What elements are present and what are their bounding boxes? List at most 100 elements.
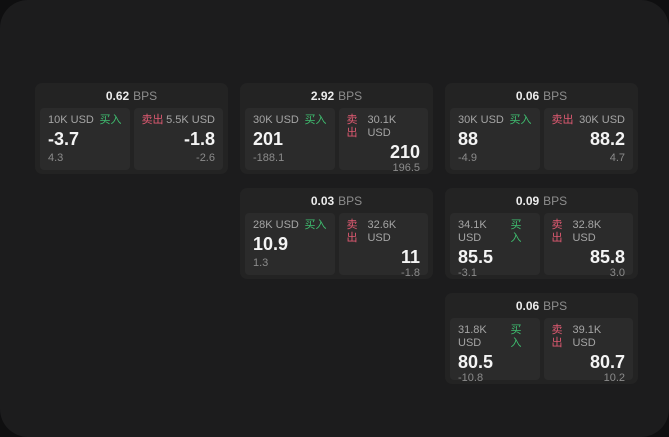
buy-quote-tile[interactable]: 30K USD 买入 201 -188.1: [245, 108, 335, 170]
sell-size-label: 30K USD: [579, 114, 625, 126]
bps-header: 0.09 BPS: [445, 188, 638, 213]
bps-unit-label: BPS: [543, 298, 568, 313]
sell-tile-top: 卖出 5.5K USD: [142, 114, 216, 127]
sell-delta: 10.2: [603, 372, 625, 384]
quote-card-4: 0.03 BPS 28K USD 买入 10.9 1.3 卖出 32.6K US…: [240, 188, 433, 279]
buy-tile-top: 28K USD 买入: [253, 219, 327, 232]
buy-side-label: 买入: [99, 114, 122, 126]
sell-quote-tile[interactable]: 卖出 32.6K USD 11 -1.8: [338, 213, 428, 279]
sell-tile-top: 卖出 32.6K USD: [347, 219, 421, 245]
buy-size-label: 28K USD: [253, 219, 299, 231]
buy-tile-top: 31.8K USD 买入: [458, 324, 532, 350]
quote-card-2: 2.92 BPS 30K USD 买入 201 -188.1 卖出 30.1K …: [240, 83, 433, 174]
bps-unit-label: BPS: [543, 193, 568, 208]
buy-side-label: 买入: [510, 219, 522, 244]
sell-quote-tile[interactable]: 卖出 39.1K USD 80.7 10.2: [543, 318, 633, 384]
buy-size-label: 30K USD: [458, 114, 504, 126]
buy-delta: 4.3: [48, 152, 64, 164]
bps-value: 0.62: [105, 88, 130, 103]
sell-price: 88.2: [589, 129, 625, 149]
buy-delta: -188.1: [253, 152, 285, 164]
bps-unit-label: BPS: [338, 88, 363, 103]
sell-tile-top: 卖出 30K USD: [552, 114, 626, 127]
buy-quote-tile[interactable]: 34.1K USD 买入 85.5 -3.1: [450, 213, 540, 279]
quote-tiles: 31.8K USD 买入 80.5 -10.8 卖出 39.1K USD 80.…: [445, 318, 638, 384]
sell-price: 11: [400, 247, 420, 267]
buy-price: 201: [253, 129, 284, 149]
sell-size-label: 32.8K USD: [572, 219, 602, 244]
sell-side-label: 卖出: [141, 114, 164, 126]
buy-side-label: 买入: [509, 114, 532, 126]
buy-tile-top: 34.1K USD 买入: [458, 219, 532, 245]
bps-value: 0.06: [515, 298, 540, 313]
quote-card-5: 0.09 BPS 34.1K USD 买入 85.5 -3.1 卖出 32.8K…: [445, 188, 638, 279]
sell-side-label: 卖出: [551, 114, 574, 126]
bps-header: 0.06 BPS: [445, 83, 638, 108]
buy-tile-top: 30K USD 买入: [253, 114, 327, 127]
sell-size-label: 39.1K USD: [572, 324, 602, 349]
buy-delta: -4.9: [458, 152, 477, 164]
buy-tile-top: 10K USD 买入: [48, 114, 122, 127]
buy-delta: 1.3: [253, 257, 269, 269]
quote-card-3: 0.06 BPS 30K USD 买入 88 -4.9 卖出 30K USD 8…: [445, 83, 638, 174]
buy-tile-top: 30K USD 买入: [458, 114, 532, 127]
sell-side-label: 卖出: [551, 324, 563, 349]
buy-side-label: 买入: [304, 114, 327, 126]
sell-delta: 196.5: [392, 162, 420, 174]
sell-size-label: 5.5K USD: [166, 114, 215, 126]
bps-header: 0.62 BPS: [35, 83, 228, 108]
buy-price: 85.5: [458, 247, 494, 267]
bps-value: 2.92: [310, 88, 335, 103]
buy-quote-tile[interactable]: 31.8K USD 买入 80.5 -10.8: [450, 318, 540, 384]
buy-size-label: 31.8K USD: [458, 324, 487, 349]
quote-tiles: 28K USD 买入 10.9 1.3 卖出 32.6K USD 11 -1.8: [240, 213, 433, 279]
bps-header: 0.03 BPS: [240, 188, 433, 213]
buy-size-label: 10K USD: [48, 114, 94, 126]
buy-quote-tile[interactable]: 30K USD 买入 88 -4.9: [450, 108, 540, 170]
buy-delta: -10.8: [458, 372, 484, 384]
sell-price: 80.7: [589, 352, 625, 372]
bps-value: 0.03: [310, 193, 335, 208]
sell-quote-tile[interactable]: 卖出 5.5K USD -1.8 -2.6: [133, 108, 223, 170]
bps-unit-label: BPS: [133, 88, 158, 103]
sell-quote-tile[interactable]: 卖出 30.1K USD 210 196.5: [338, 108, 428, 174]
sell-price: -1.8: [183, 129, 215, 149]
sell-side-label: 卖出: [346, 219, 358, 244]
sell-side-label: 卖出: [551, 219, 563, 244]
buy-price: -3.7: [48, 129, 80, 149]
buy-delta: -3.1: [458, 267, 477, 279]
buy-price: 10.9: [253, 234, 289, 254]
sell-size-label: 32.6K USD: [367, 219, 397, 244]
buy-quote-tile[interactable]: 10K USD 买入 -3.7 4.3: [40, 108, 130, 170]
quote-tiles: 34.1K USD 买入 85.5 -3.1 卖出 32.8K USD 85.8…: [445, 213, 638, 279]
bps-value: 0.09: [515, 193, 540, 208]
quote-card-6: 0.06 BPS 31.8K USD 买入 80.5 -10.8 卖出 39.1…: [445, 293, 638, 384]
buy-size-label: 34.1K USD: [458, 219, 487, 244]
buy-side-label: 买入: [510, 324, 522, 349]
sell-delta: -2.6: [196, 152, 215, 164]
quote-tiles: 30K USD 买入 88 -4.9 卖出 30K USD 88.2 4.7: [445, 108, 638, 170]
sell-quote-tile[interactable]: 卖出 32.8K USD 85.8 3.0: [543, 213, 633, 279]
sell-tile-top: 卖出 39.1K USD: [552, 324, 626, 350]
sell-delta: 3.0: [609, 267, 625, 279]
buy-quote-tile[interactable]: 28K USD 买入 10.9 1.3: [245, 213, 335, 275]
buy-size-label: 30K USD: [253, 114, 299, 126]
quote-tiles: 10K USD 买入 -3.7 4.3 卖出 5.5K USD -1.8 -2.…: [35, 108, 228, 170]
buy-price: 80.5: [458, 352, 494, 372]
quote-tiles: 30K USD 买入 201 -188.1 卖出 30.1K USD 210 1…: [240, 108, 433, 174]
sell-tile-top: 卖出 32.8K USD: [552, 219, 626, 245]
sell-quote-tile[interactable]: 卖出 30K USD 88.2 4.7: [543, 108, 633, 170]
bps-header: 2.92 BPS: [240, 83, 433, 108]
sell-price: 85.8: [589, 247, 625, 267]
buy-side-label: 买入: [304, 219, 327, 231]
sell-delta: -1.8: [401, 267, 420, 279]
bps-header: 0.06 BPS: [445, 293, 638, 318]
sell-price: 210: [389, 142, 420, 162]
sell-side-label: 卖出: [346, 114, 358, 139]
sell-tile-top: 卖出 30.1K USD: [347, 114, 421, 140]
sell-delta: 4.7: [609, 152, 625, 164]
bps-value: 0.06: [515, 88, 540, 103]
sell-size-label: 30.1K USD: [367, 114, 397, 139]
quote-card-1: 0.62 BPS 10K USD 买入 -3.7 4.3 卖出 5.5K USD…: [35, 83, 228, 174]
